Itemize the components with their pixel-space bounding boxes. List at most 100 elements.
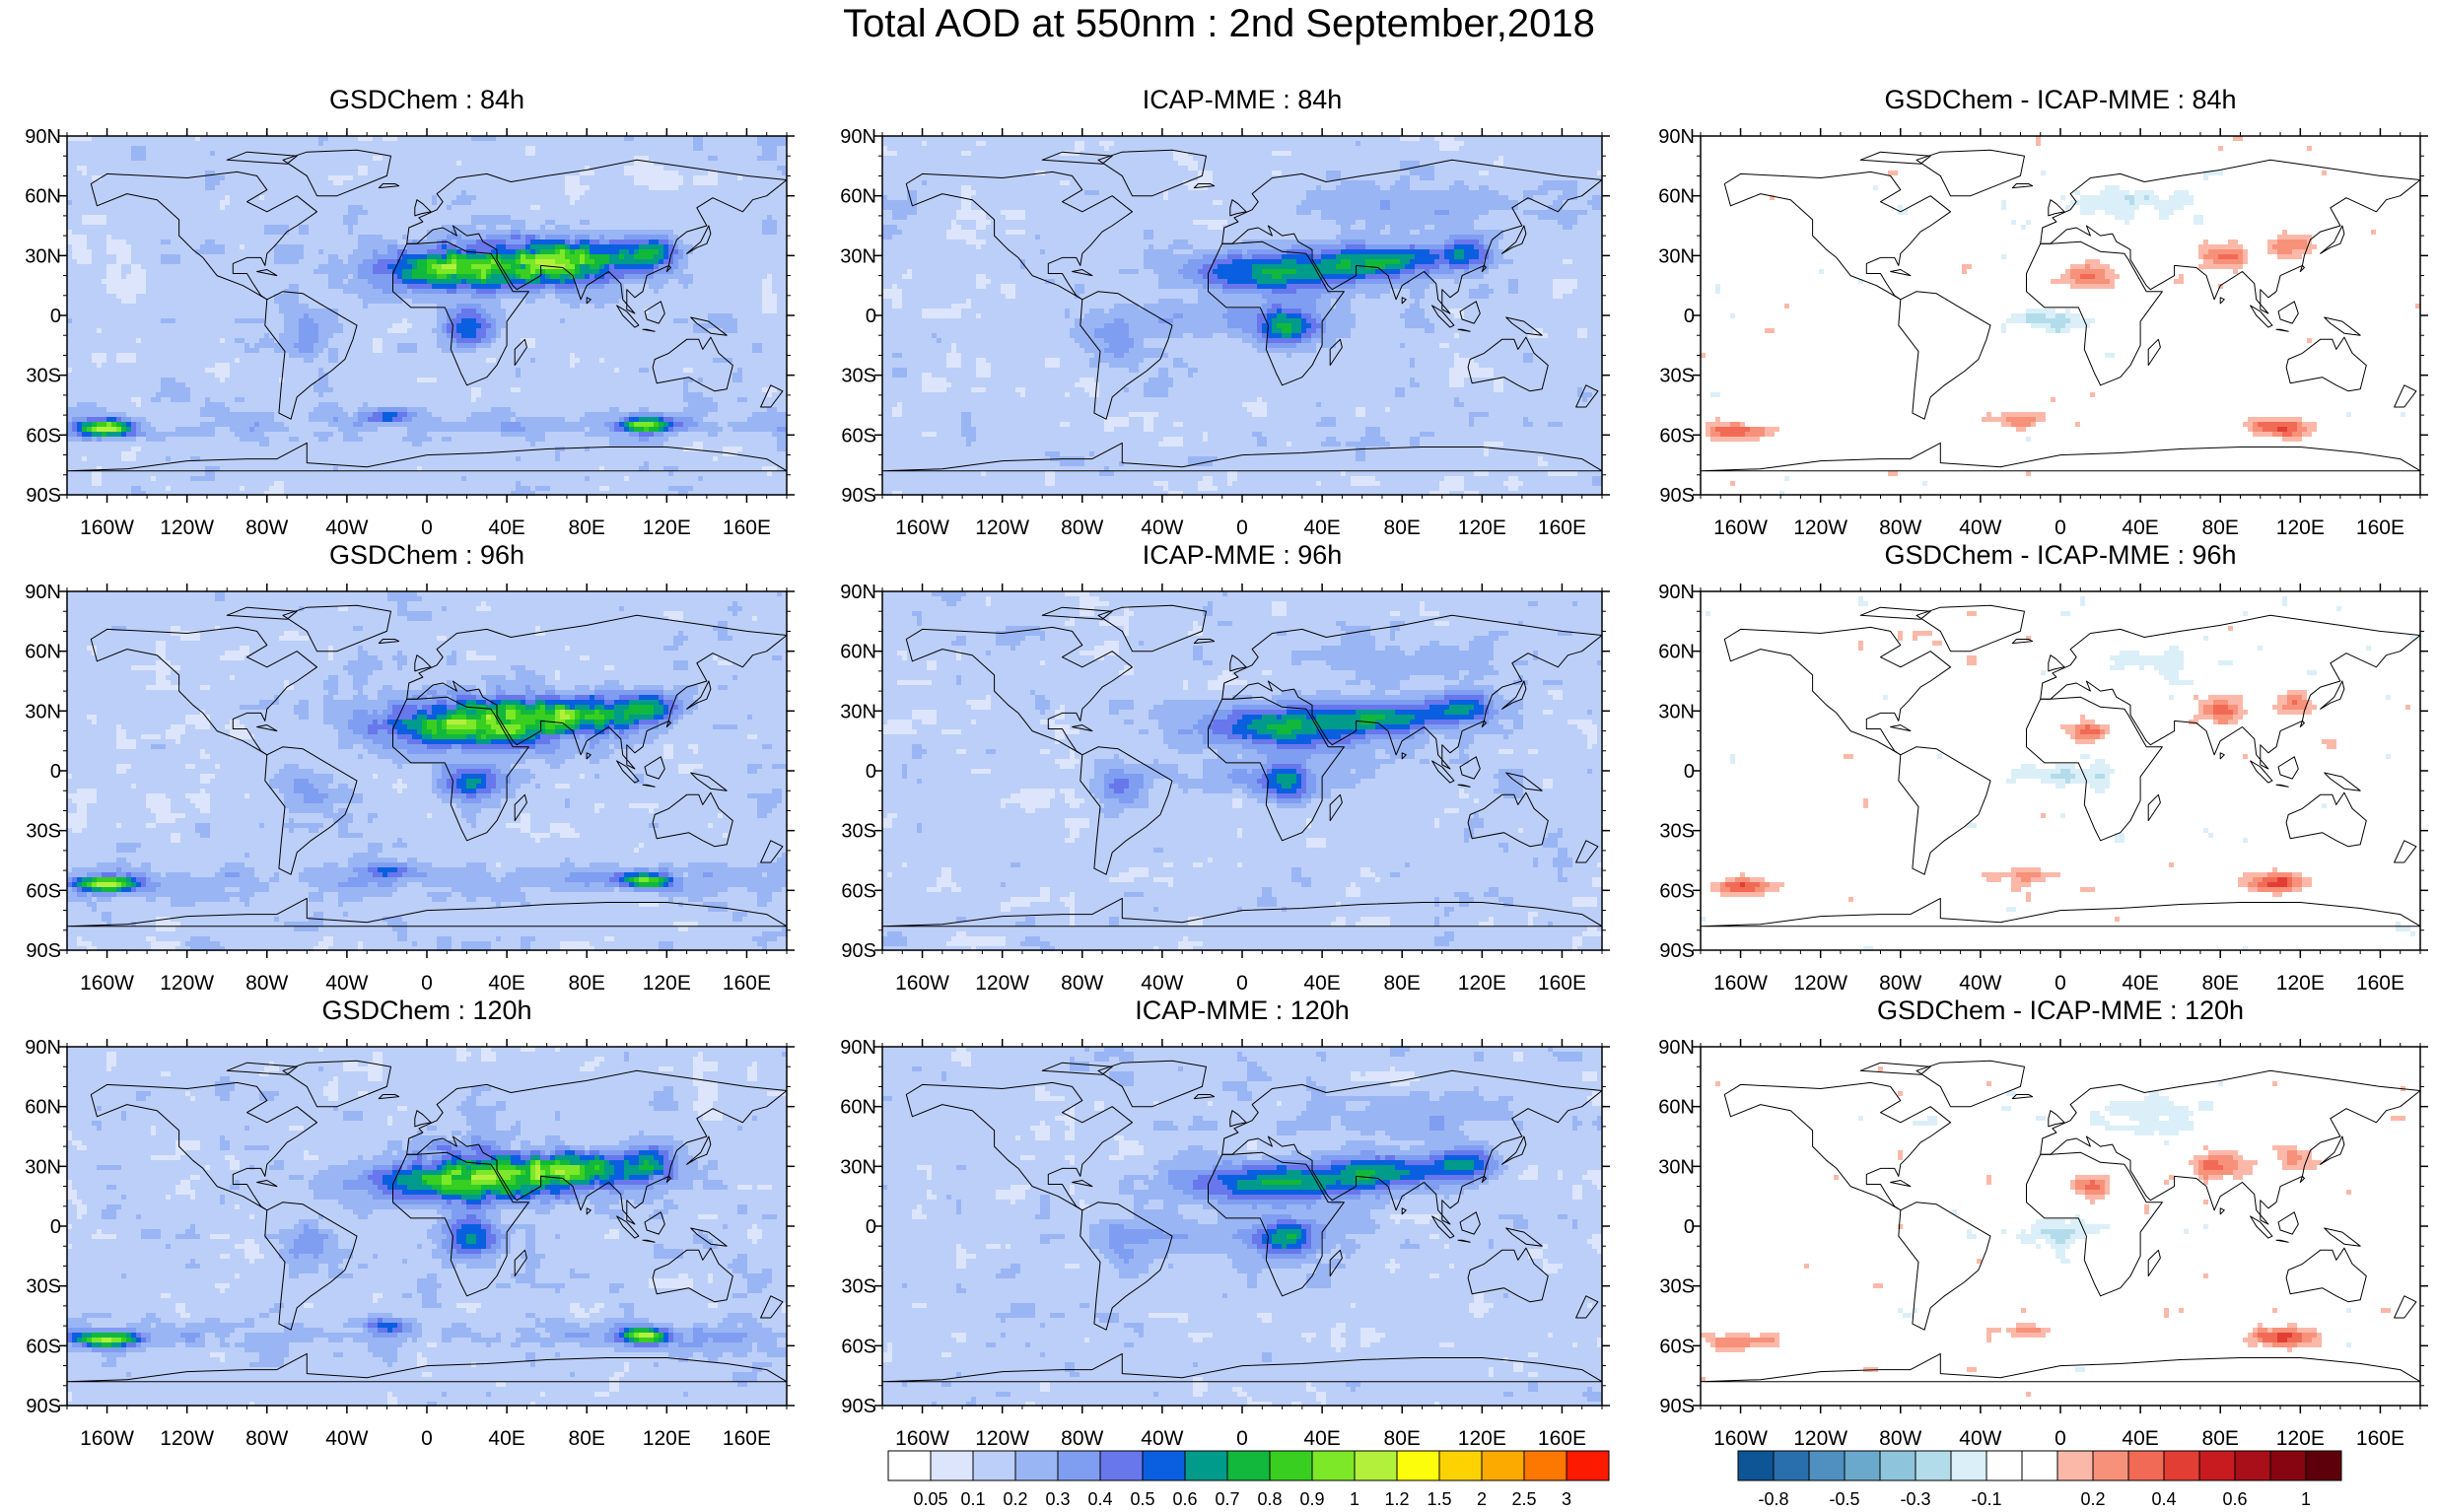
lat-tick-label: 30S — [26, 1276, 61, 1298]
lat-tick-label: 60N — [1658, 1097, 1695, 1119]
lat-tick-label: 60N — [25, 642, 61, 663]
lat-tick-label: 0 — [1684, 761, 1695, 783]
heatmap-field — [882, 136, 1602, 496]
lat-tick-label: 30S — [1659, 821, 1695, 843]
heatmap-field — [67, 591, 787, 951]
lon-tick-label: 80W — [245, 972, 288, 995]
lon-tick-label: 0 — [421, 972, 433, 995]
colorbar-box — [1774, 1451, 1809, 1480]
lon-tick-label: 160E — [1538, 1427, 1586, 1450]
lon-tick-label: 160E — [1538, 972, 1586, 995]
colorbar-box — [1567, 1451, 1609, 1480]
lat-tick-label: 60S — [26, 1336, 61, 1357]
lat-tick-label: 90N — [840, 582, 876, 603]
lon-tick-label: 160W — [80, 972, 134, 995]
colorbar-label: 0.6 — [2222, 1489, 2247, 1509]
colorbar-label: 0.8 — [1257, 1489, 1282, 1509]
colorbar-box — [1880, 1451, 1916, 1480]
lat-tick-label: 90S — [841, 485, 876, 507]
panel-title: ICAP-MME : 96h — [882, 540, 1602, 571]
panel-title: GSDChem : 96h — [67, 540, 787, 571]
lat-tick-label: 90N — [25, 126, 61, 148]
colorbar-label: -0.1 — [1971, 1489, 2001, 1509]
lon-tick-label: 80E — [1384, 1427, 1421, 1450]
lon-tick-label: 160E — [723, 516, 771, 539]
lon-tick-label: 80E — [569, 972, 605, 995]
lon-tick-label: 120E — [643, 972, 691, 995]
lon-tick-label: 40W — [1141, 1427, 1183, 1450]
colorbar-box — [888, 1451, 931, 1480]
lon-tick-label: 160E — [1538, 516, 1586, 539]
lat-tick-label: 0 — [1684, 1216, 1695, 1238]
lat-tick-label: 30N — [1658, 245, 1695, 267]
colorbar-box — [1185, 1451, 1227, 1480]
map-panel: ICAP-MME : 120h 90N 60N 30N 0 30S 60S 90S 160W 12… — [882, 1047, 1602, 1406]
colorbar-label: 0.9 — [1299, 1489, 1324, 1509]
lon-tick-label: 120W — [1793, 972, 1847, 995]
lon-tick-label: 120E — [643, 1427, 691, 1450]
lon-tick-label: 80E — [2202, 1427, 2239, 1450]
colorbar-label: 0.6 — [1172, 1489, 1197, 1509]
colorbar-label: 0.5 — [1130, 1489, 1154, 1509]
lon-tick-label: 80E — [2202, 972, 2239, 995]
lat-tick-label: 30N — [840, 701, 876, 722]
lon-tick-label: 160W — [1713, 516, 1768, 539]
lat-tick-label: 60N — [840, 642, 876, 663]
lon-tick-label: 40E — [1303, 516, 1340, 539]
lon-tick-label: 80W — [1061, 516, 1103, 539]
colorbar-label: 1 — [2301, 1489, 2311, 1509]
lon-tick-label: 40E — [488, 516, 524, 539]
lon-tick-label: 160E — [723, 1427, 771, 1450]
lon-tick-label: 120E — [2276, 1427, 2325, 1450]
lat-tick-label: 90S — [1659, 1396, 1695, 1417]
colorbar-box — [1809, 1451, 1845, 1480]
map-panel: GSDChem : 84h 90N 60N 30N 0 30S 60S 90S 160W 120W… — [67, 136, 787, 495]
lon-tick-label: 160E — [2356, 972, 2404, 995]
lon-tick-label: 0 — [1236, 1427, 1248, 1450]
heatmap-field — [882, 1047, 1602, 1407]
colorbar-label: 0.4 — [1087, 1489, 1112, 1509]
lat-tick-label: 0 — [1684, 306, 1695, 327]
panel-title: GSDChem - ICAP-MME : 96h — [1701, 540, 2420, 571]
colorbar-box — [1355, 1451, 1397, 1480]
panel-title: GSDChem - ICAP-MME : 120h — [1701, 996, 2420, 1026]
colorbar-box — [1312, 1451, 1355, 1480]
colorbar-box — [1439, 1451, 1482, 1480]
colorbar-box — [2306, 1451, 2341, 1480]
colorbar-box — [1015, 1451, 1058, 1480]
colorbar-box — [2022, 1451, 2057, 1480]
lon-tick-label: 0 — [1236, 516, 1248, 539]
lat-tick-label: 30S — [1659, 1276, 1695, 1298]
lat-tick-label: 60S — [841, 425, 876, 447]
colorbar-box — [2093, 1451, 2128, 1480]
lat-tick-label: 0 — [866, 1216, 876, 1238]
colorbar-box — [1100, 1451, 1143, 1480]
colorbar-box — [1986, 1451, 2022, 1480]
lat-tick-label: 90S — [26, 1396, 61, 1417]
panel-title: GSDChem : 84h — [67, 85, 787, 115]
lon-tick-label: 0 — [1236, 972, 1248, 995]
colorbar-box — [1143, 1451, 1185, 1480]
lon-tick-label: 80E — [569, 516, 605, 539]
lat-tick-label: 30S — [841, 1276, 876, 1298]
colorbar-label: 0.7 — [1215, 1489, 1239, 1509]
lon-tick-label: 160W — [1713, 972, 1768, 995]
lat-tick-label: 30N — [25, 1156, 61, 1178]
colorbar-label: -0.5 — [1829, 1489, 1859, 1509]
lon-tick-label: 80E — [1384, 972, 1421, 995]
aod-colorbar: 0.05 0.1 0.2 0.3 0.4 0.5 0.6 0.7 0.8 0.9 1 1.2 1.5 2 2… — [887, 1449, 1617, 1510]
colorbar-label: 0.2 — [2080, 1489, 2105, 1509]
lat-tick-label: 90N — [1658, 126, 1695, 148]
lon-tick-label: 160E — [2356, 1427, 2404, 1450]
lat-tick-label: 90N — [25, 582, 61, 603]
colorbar-box — [2199, 1451, 2235, 1480]
map-panel: ICAP-MME : 96h 90N 60N 30N 0 30S 60S 90S 160W 120… — [882, 591, 1602, 950]
lon-tick-label: 80E — [2202, 516, 2239, 539]
lon-tick-label: 80W — [1879, 972, 1921, 995]
lon-tick-label: 120E — [1458, 972, 1506, 995]
